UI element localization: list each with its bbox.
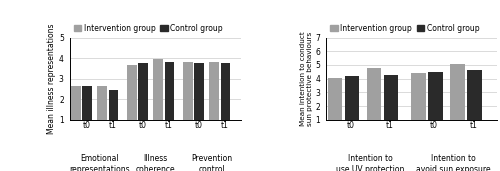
Text: Illness
coherence: Illness coherence: [136, 154, 175, 171]
Bar: [97, 87, 107, 140]
Bar: [367, 68, 382, 133]
Bar: [82, 86, 92, 140]
Y-axis label: Mean illness representations: Mean illness representations: [47, 23, 56, 134]
Bar: [71, 86, 81, 140]
Bar: [127, 65, 136, 140]
Bar: [194, 63, 204, 140]
Bar: [154, 58, 163, 140]
Bar: [412, 73, 426, 133]
Bar: [468, 70, 481, 133]
Text: Emotional
representations: Emotional representations: [69, 154, 130, 171]
Bar: [183, 62, 192, 140]
Bar: [138, 63, 148, 140]
Legend: Intervention group, Control group: Intervention group, Control group: [74, 24, 223, 33]
Bar: [221, 63, 230, 140]
Bar: [345, 76, 359, 133]
Y-axis label: Mean intention to conduct
sun protective behaviours: Mean intention to conduct sun protective…: [300, 31, 312, 126]
Bar: [384, 75, 398, 133]
Bar: [328, 78, 342, 133]
Text: Prevention
control: Prevention control: [191, 154, 232, 171]
Bar: [450, 64, 465, 133]
Legend: Intervention group, Control group: Intervention group, Control group: [330, 24, 479, 33]
Bar: [164, 62, 174, 140]
Bar: [108, 90, 118, 140]
Bar: [428, 71, 442, 133]
Text: Intention to
use UV protection: Intention to use UV protection: [336, 154, 404, 171]
Bar: [210, 62, 219, 140]
Text: Intention to
avoid sun exposure: Intention to avoid sun exposure: [416, 154, 491, 171]
